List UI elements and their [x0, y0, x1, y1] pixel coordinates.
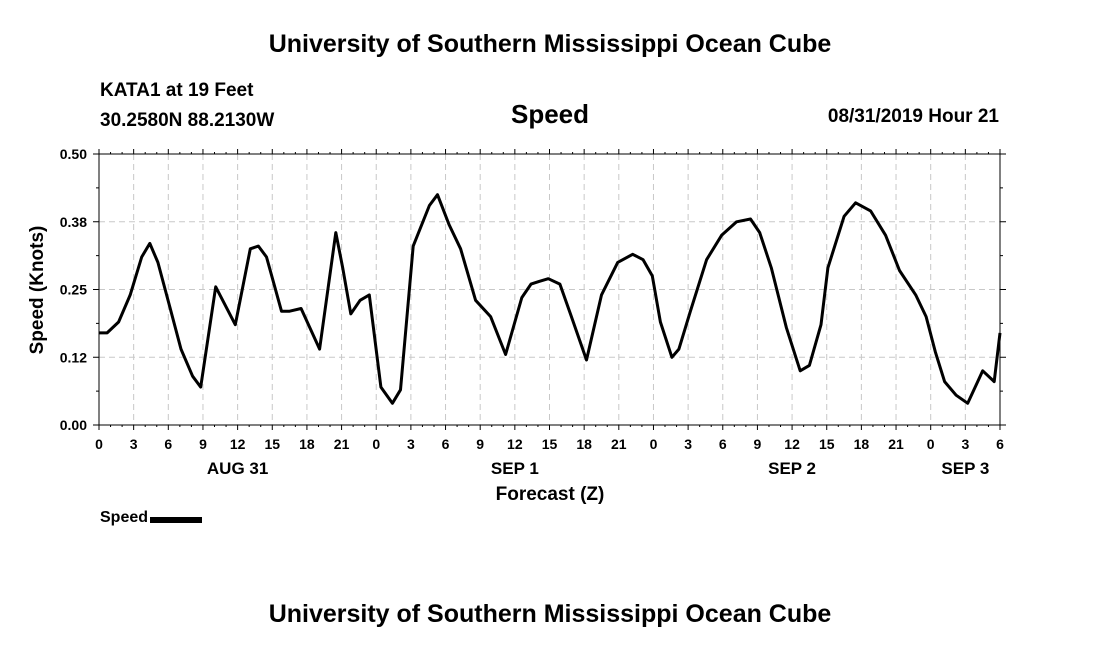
x-tick-label: 3: [130, 436, 138, 452]
y-tick-label: 0.50: [60, 146, 87, 162]
grid-lines: [99, 154, 1000, 425]
x-tick-label: 18: [854, 436, 870, 452]
day-label: SEP 3: [941, 459, 989, 478]
x-tick-label: 0: [927, 436, 935, 452]
x-axis-label: Forecast (Z): [496, 484, 605, 505]
x-tick-label: 21: [611, 436, 627, 452]
station-name: KATA1 at 19 Feet: [100, 80, 254, 101]
x-tick-label: 9: [754, 436, 762, 452]
x-tick-labels: 0 3 6 9 12 15 18 21 0 3 6 9 12 15 18 21 0 3 6 9 12 15 18 21 0 3 6: [95, 436, 1004, 452]
legend-label: Speed: [100, 509, 149, 526]
x-tick-label: 6: [442, 436, 450, 452]
x-tick-label: 3: [407, 436, 415, 452]
x-tick-label: 15: [542, 436, 558, 452]
day-label: SEP 2: [768, 459, 816, 478]
x-tick-label: 18: [576, 436, 592, 452]
day-label: SEP 1: [491, 459, 539, 478]
x-tick-label: 12: [507, 436, 523, 452]
x-tick-label: 0: [372, 436, 380, 452]
y-tick-label: 0.00: [60, 417, 87, 433]
x-tick-label: 3: [684, 436, 692, 452]
x-tick-label: 12: [230, 436, 246, 452]
x-tick-label: 6: [996, 436, 1004, 452]
day-labels: AUG 31 SEP 1 SEP 2 SEP 3: [207, 459, 989, 478]
x-tick-label: 15: [819, 436, 835, 452]
day-label: AUG 31: [207, 459, 268, 478]
page-title: University of Southern Mississippi Ocean…: [268, 30, 832, 58]
y-axis-label: Speed (Knots): [27, 226, 48, 355]
x-tick-label: 21: [888, 436, 904, 452]
forecast-datetime: 08/31/2019 Hour 21: [827, 106, 999, 127]
speed-series-line: [99, 193, 1002, 405]
x-tick-label: 9: [199, 436, 207, 452]
y-tick-label: 0.12: [60, 349, 87, 365]
x-tick-label: 0: [650, 436, 658, 452]
legend: Speed: [100, 509, 203, 527]
legend-line-swatch: [150, 516, 203, 523]
x-tick-label: 21: [334, 436, 350, 452]
x-tick-label: 18: [299, 436, 315, 452]
station-info: KATA1 at 19 Feet 30.2580N 88.2130W: [100, 76, 274, 136]
axis-ticks: [93, 149, 1006, 430]
x-tick-label: 9: [476, 436, 484, 452]
x-tick-label: 6: [719, 436, 727, 452]
y-tick-label: 0.25: [60, 282, 87, 298]
x-tick-label: 12: [784, 436, 800, 452]
x-tick-label: 6: [164, 436, 172, 452]
footer-title: University of Southern Mississippi Ocean…: [268, 600, 832, 628]
x-tick-label: 15: [264, 436, 280, 452]
station-coords: 30.2580N 88.2130W: [100, 110, 275, 131]
x-tick-label: 3: [961, 436, 969, 452]
chart-title: Speed: [510, 99, 590, 129]
y-tick-label: 0.38: [60, 214, 87, 230]
y-tick-labels: 0.00 0.12 0.25 0.38 0.50: [60, 146, 87, 433]
x-tick-label: 0: [95, 436, 103, 452]
